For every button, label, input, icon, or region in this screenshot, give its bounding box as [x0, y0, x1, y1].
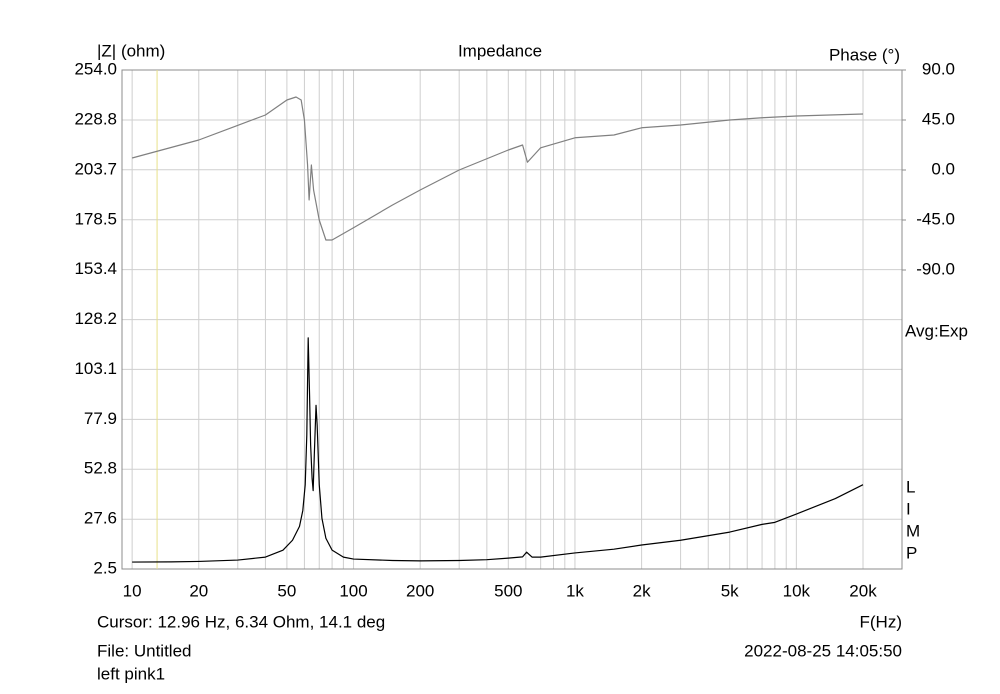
y2-tick-label: -90.0 [916, 259, 955, 278]
y-tick-label: 27.6 [84, 509, 117, 528]
plot-frame [121, 69, 903, 570]
y-tick-label: 52.8 [84, 459, 117, 478]
y-tick-label: 203.7 [74, 159, 117, 178]
x-tick-label: 1k [566, 581, 584, 600]
x-tick-label: 200 [406, 581, 434, 600]
y2-tick-label: 0.0 [931, 159, 955, 178]
y-tick-label: 2.5 [93, 558, 117, 577]
y2-tick-label: -45.0 [916, 209, 955, 228]
chart-title: Impedance [458, 41, 542, 60]
x-tick-label: 50 [277, 581, 296, 600]
note-label: left pink1 [97, 664, 165, 683]
file-label: File: Untitled [97, 641, 191, 660]
y-tick-label: 228.8 [74, 109, 117, 128]
x-tick-label: 500 [494, 581, 522, 600]
y2-tick-label: 45.0 [922, 109, 955, 128]
y-tick-label: 77.9 [84, 409, 117, 428]
x-tick-label: 2k [633, 581, 651, 600]
watermark-letter: I [906, 499, 911, 518]
cursor-readout: Cursor: 12.96 Hz, 6.34 Ohm, 14.1 deg [97, 612, 385, 631]
averaging-label: Avg:Exp [905, 321, 968, 340]
timestamp: 2022-08-25 14:05:50 [744, 641, 902, 660]
y-tick-label: 153.4 [74, 259, 117, 278]
y-tick-label: 128.2 [74, 309, 117, 328]
watermark-letter: M [906, 521, 920, 540]
x-tick-label: 10k [783, 581, 811, 600]
y2-axis-label: Phase (°) [829, 45, 900, 64]
y2-tick-label: 90.0 [922, 59, 955, 78]
y-axis-label: |Z| (ohm) [97, 41, 165, 60]
watermark-letter: P [906, 543, 917, 562]
y-tick-label: 103.1 [74, 359, 117, 378]
y-tick-label: 178.5 [74, 209, 117, 228]
grid [122, 69, 902, 570]
x-tick-label: 100 [339, 581, 367, 600]
x-tick-label: 20k [849, 581, 877, 600]
x-tick-label: 5k [721, 581, 739, 600]
x-tick-label: 10 [123, 581, 142, 600]
watermark-letter: L [906, 477, 915, 496]
impedance-line [132, 337, 864, 563]
x-axis-label: F(Hz) [860, 612, 902, 631]
y-tick-label: 254.0 [74, 59, 117, 78]
phase-line [131, 96, 864, 241]
x-tick-label: 20 [189, 581, 208, 600]
